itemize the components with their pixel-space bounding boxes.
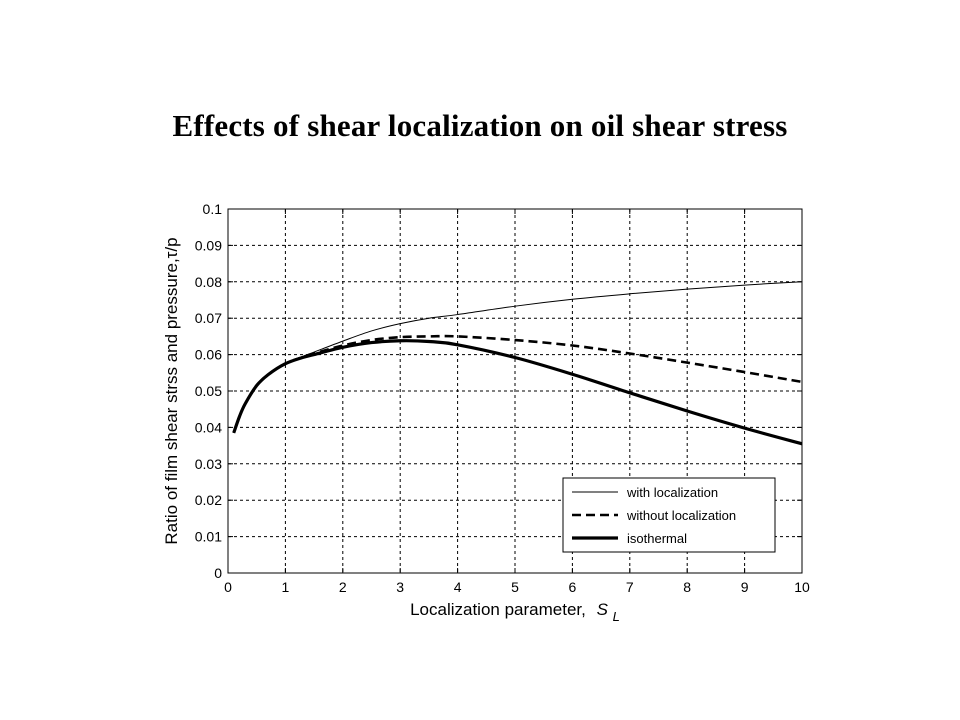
y-tick-label: 0.06 — [195, 347, 222, 363]
x-axis-label-text: Localization parameter, — [410, 600, 586, 619]
x-tick-label: 7 — [626, 579, 634, 595]
y-tick-label: 0.02 — [195, 492, 222, 508]
y-tick-label: 0.09 — [195, 237, 222, 253]
axis-ticks: 0 1 2 3 4 5 6 7 8 9 10 0 0.01 0.02 0.03 0.04 0.05 0.06 0.0… — [195, 201, 810, 595]
y-tick-label: 0.07 — [195, 310, 222, 326]
y-tick-label: 0.08 — [195, 274, 222, 290]
legend: with localization without localization iso… — [562, 477, 776, 553]
y-tick-label: 0.1 — [203, 201, 223, 217]
x-tick-label: 5 — [511, 579, 519, 595]
x-tick-label: 8 — [683, 579, 691, 595]
x-axis-label: Localization parameter, S L — [410, 600, 620, 624]
series-line-isothermal — [232, 339, 803, 446]
grid-lines — [228, 209, 802, 573]
legend-label: without localization — [626, 508, 736, 523]
y-tick-label: 0.03 — [195, 456, 222, 472]
x-tick-label: 10 — [794, 579, 810, 595]
x-tick-label: 0 — [224, 579, 232, 595]
series-lines — [232, 281, 803, 446]
x-tick-label: 6 — [569, 579, 577, 595]
slide-title: Effects of shear localization on oil she… — [172, 108, 788, 143]
y-tick-label: 0.04 — [195, 419, 222, 435]
x-tick-label: 9 — [741, 579, 749, 595]
x-tick-label: 2 — [339, 579, 347, 595]
x-tick-label: 1 — [282, 579, 290, 595]
legend-label: with localization — [626, 485, 718, 500]
x-tick-label: 3 — [396, 579, 404, 595]
legend-label: isothermal — [627, 531, 687, 546]
x-axis-label-subscript: L — [613, 609, 620, 624]
series-line-without-localization — [232, 334, 803, 434]
y-tick-label: 0 — [214, 565, 222, 581]
legend-box — [562, 477, 776, 553]
y-axis-label: Ratio of film shear strss and pressure,τ… — [162, 237, 181, 544]
x-axis-label-symbol: S — [597, 600, 609, 619]
y-tick-label: 0.05 — [195, 383, 222, 399]
x-tick-label: 4 — [454, 579, 462, 595]
y-tick-label: 0.01 — [195, 529, 222, 545]
